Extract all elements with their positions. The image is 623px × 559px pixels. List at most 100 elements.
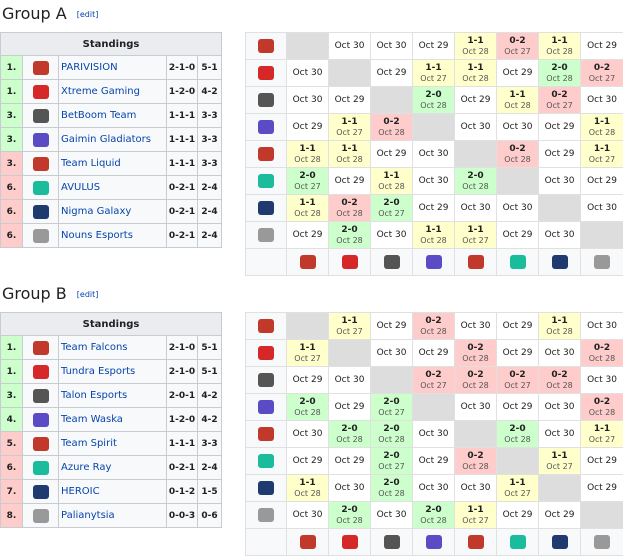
row-logo — [245, 194, 287, 222]
logo-cell — [22, 175, 59, 200]
team-name[interactable]: Team Waska — [58, 407, 167, 432]
score: 1-1 — [341, 143, 358, 154]
team-name[interactable]: Team Falcons — [58, 335, 167, 360]
date: Oct 29 — [544, 510, 575, 520]
matrix-row: Oct 29 Oct 30 0-2 Oct 27 0-2 Oct 28 0-2 Oct 27 0… — [245, 366, 623, 394]
team-name[interactable]: Talon Esports — [58, 383, 167, 408]
match-cell: Oct 29 — [286, 221, 329, 249]
standings-header: Standings — [0, 32, 223, 56]
match-cell: Oct 29 — [580, 474, 623, 502]
match-cell: 2-0 Oct 28 — [328, 420, 371, 448]
col-logo — [580, 528, 623, 556]
logo-cell — [22, 359, 59, 384]
match-cell — [454, 140, 497, 168]
date: Oct 30 — [418, 483, 449, 493]
record: 1-1-1 — [166, 431, 198, 456]
match-cell: Oct 30 — [538, 167, 581, 195]
match-cell: 0-2 Oct 27 — [496, 32, 539, 60]
team-name[interactable]: Xtreme Gaming — [58, 79, 167, 104]
team-name[interactable]: HEROIC — [58, 479, 167, 504]
match-cell: Oct 29 — [412, 339, 455, 367]
corner — [245, 248, 287, 276]
team-name[interactable]: Team Liquid — [58, 151, 167, 176]
match-cell: 2-0 Oct 28 — [370, 420, 413, 448]
team-name[interactable]: Nouns Esports — [58, 223, 167, 248]
team-name[interactable]: PARIVISION — [58, 55, 167, 80]
matrix-row: Oct 29 1-1 Oct 27 0-2 Oct 28 Oct 30 Oct 30 Oct … — [245, 113, 623, 141]
standings-row: 6. AVULUS 0-2-1 2-4 — [0, 175, 223, 200]
date: Oct 29 — [502, 321, 533, 331]
match-cell: 1-1 Oct 27 — [496, 474, 539, 502]
maps: 3-3 — [196, 151, 223, 176]
date: Oct 30 — [587, 95, 617, 105]
team-logo — [258, 319, 274, 333]
date: Oct 29 — [418, 203, 449, 213]
match-cell: Oct 29 — [496, 393, 539, 421]
match-cell: 0-2 Oct 28 — [454, 339, 497, 367]
team-name[interactable]: Gaimin Gladiators — [58, 127, 167, 152]
match-cell: Oct 30 — [496, 194, 539, 222]
team-name[interactable]: Azure Ray — [58, 455, 167, 480]
rank: 6. — [0, 199, 23, 224]
score: 1-1 — [593, 116, 611, 127]
logo-cell — [22, 455, 59, 480]
matrix-row: 1-1 Oct 28 0-2 Oct 28 2-0 Oct 27 Oct 29 Oct 30 O… — [245, 194, 623, 222]
score: 1-1 — [299, 342, 316, 353]
team-logo — [32, 340, 49, 355]
team-name[interactable]: Tundra Esports — [58, 359, 167, 384]
date: Oct 29 — [334, 95, 365, 105]
match-cell: Oct 30 — [412, 140, 455, 168]
match-cell: 1-1 Oct 27 — [412, 59, 455, 87]
logo-row — [245, 528, 623, 556]
maps: 0-6 — [196, 503, 223, 528]
score: 1-1 — [425, 224, 442, 235]
match-cell: Oct 30 — [538, 393, 581, 421]
team-name[interactable]: Team Spirit — [58, 431, 167, 456]
score: 1-1 — [341, 315, 358, 326]
date: Oct 30 — [292, 68, 323, 78]
maps: 5-1 — [196, 55, 223, 80]
date: Oct 29 — [502, 402, 533, 412]
date: Oct 30 — [460, 122, 491, 132]
date: Oct 29 — [376, 68, 407, 78]
date: Oct 28 — [462, 73, 489, 83]
match-cell: 1-1 Oct 28 — [454, 59, 497, 87]
date: Oct 29 — [334, 176, 365, 186]
team-logo — [467, 255, 484, 269]
team-logo — [32, 436, 49, 451]
date: Oct 29 — [544, 122, 575, 132]
team-name[interactable]: Nigma Galaxy — [58, 199, 167, 224]
match-cell: Oct 29 — [538, 501, 581, 529]
score: 0-2 — [425, 369, 442, 380]
date: Oct 29 — [292, 230, 323, 240]
team-name[interactable]: Palianytsia — [58, 503, 167, 528]
col-logo — [580, 248, 623, 276]
edit-link[interactable]: [edit] — [76, 290, 99, 299]
date: Oct 30 — [334, 483, 365, 493]
match-cell — [496, 167, 539, 195]
row-logo — [245, 32, 287, 60]
row-logo — [245, 140, 287, 168]
match-cell: 0-2 Oct 28 — [412, 312, 455, 340]
logo-cell — [22, 479, 59, 504]
date: Oct 29 — [376, 321, 407, 331]
team-logo — [594, 535, 610, 549]
edit-link[interactable]: [edit] — [76, 10, 99, 19]
team-name[interactable]: AVULUS — [58, 175, 167, 200]
match-cell: Oct 30 — [454, 393, 497, 421]
matrix-row: 1-1 Oct 28 Oct 30 2-0 Oct 28 Oct 30 Oct 30 1-1 O… — [245, 474, 623, 502]
match-cell: Oct 30 — [328, 366, 371, 394]
record: 0-2-1 — [166, 455, 198, 480]
score: 0-2 — [509, 143, 526, 154]
logo-cell — [22, 199, 59, 224]
score: 0-2 — [593, 396, 611, 407]
date: Oct 29 — [418, 41, 449, 51]
score: 1-1 — [467, 35, 484, 46]
match-cell: Oct 29 — [496, 221, 539, 249]
date: Oct 27 — [336, 326, 363, 336]
score: 0-2 — [593, 62, 611, 73]
rank: 3. — [0, 151, 23, 176]
team-name[interactable]: BetBoom Team — [58, 103, 167, 128]
date: Oct 28 — [462, 46, 489, 56]
match-cell: Oct 29 — [496, 59, 539, 87]
